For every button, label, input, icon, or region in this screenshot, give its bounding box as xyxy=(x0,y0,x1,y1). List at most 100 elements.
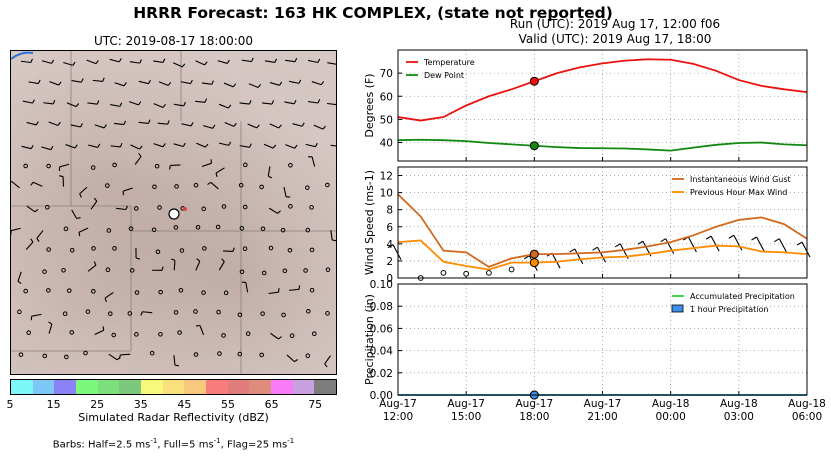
x-tick-day-label: Aug-18 xyxy=(720,398,758,410)
calm-wind-marker xyxy=(173,225,179,230)
barb-shaft xyxy=(20,60,31,64)
barb-flag xyxy=(58,81,62,86)
barb-shaft xyxy=(31,313,42,317)
calm-wind-marker xyxy=(195,224,201,230)
map-wind-barb xyxy=(151,266,164,271)
map-wind-barb xyxy=(71,78,84,83)
barb-shaft xyxy=(327,62,336,65)
barb-flag xyxy=(93,261,97,266)
map-wind-barb xyxy=(94,124,107,129)
barb-shaft xyxy=(195,60,205,66)
map-wind-barb xyxy=(140,311,153,316)
fire-location-marker xyxy=(168,208,180,220)
barb-flag xyxy=(118,354,121,359)
barb-flag xyxy=(123,120,127,125)
calm-wind-marker xyxy=(242,204,248,210)
calm-wind-marker xyxy=(111,332,117,338)
map-wind-barb xyxy=(65,144,78,149)
barb-flag xyxy=(294,144,298,149)
barb-flag xyxy=(170,258,176,261)
barb-flag xyxy=(135,257,141,260)
map-wind-barb xyxy=(41,145,54,151)
map-wind-barb xyxy=(138,79,151,85)
calm-wind-marker xyxy=(261,270,267,276)
barb-flag xyxy=(227,104,232,109)
barbs-legend-note: Barbs: Half=2.5 ms-1, Full=5 ms-1, Flag=… xyxy=(52,437,295,451)
legend-label: Instantaneous Wind Gust xyxy=(690,175,791,184)
calm-wind-marker xyxy=(309,247,315,253)
barb-shaft xyxy=(173,355,176,366)
barb-shaft xyxy=(142,311,153,314)
map-wind-barb xyxy=(195,258,201,271)
barb-flag xyxy=(174,364,179,367)
barb-shaft xyxy=(223,82,234,88)
map-wind-barb xyxy=(168,164,181,170)
barb-flag xyxy=(181,63,186,68)
barb-shaft xyxy=(285,59,296,63)
barb-flag xyxy=(162,103,166,108)
barb-flag xyxy=(190,122,194,127)
timeseries-wind-barb xyxy=(574,248,584,265)
barb-shaft xyxy=(59,163,70,168)
barb-flag xyxy=(139,145,143,150)
y-tick-label: 8 xyxy=(386,205,393,217)
map-wind-barb xyxy=(203,124,216,129)
map-wind-barb xyxy=(11,181,20,189)
map-wind-barb xyxy=(215,167,225,178)
colorbar-swatch xyxy=(76,380,98,394)
map-wind-barb xyxy=(135,248,141,260)
map-wind-barb xyxy=(87,100,100,105)
barb-shaft xyxy=(36,230,44,239)
x-tick-day-label: Aug-17 xyxy=(379,398,417,410)
barb-flag xyxy=(182,142,186,147)
calm-wind-marker xyxy=(201,290,206,295)
map-wind-barb xyxy=(330,144,336,147)
map-wind-barb xyxy=(21,144,34,150)
barb-flag xyxy=(232,83,237,88)
map-wind-barb xyxy=(307,58,321,64)
barb-flag xyxy=(162,58,166,63)
legend-label: Dew Point xyxy=(424,71,464,80)
calm-wind-marker xyxy=(309,287,315,293)
y-tick-label: 70 xyxy=(380,68,393,80)
barb-shaft xyxy=(269,123,280,129)
map-wind-barb xyxy=(138,119,151,124)
colorbar-swatch xyxy=(97,380,120,394)
map-wind-barb xyxy=(268,207,281,214)
y-tick-label: 0.00 xyxy=(370,390,393,402)
barb-flag xyxy=(96,100,100,105)
barb-flag xyxy=(294,359,299,363)
map-wind-barb xyxy=(70,123,83,128)
map-wind-barb xyxy=(49,81,62,86)
barb-flag xyxy=(37,79,41,84)
barb-flag xyxy=(103,124,107,129)
y-axis-label: Wind Speed (ms-1) xyxy=(363,170,376,275)
timeseries-wind-barb xyxy=(687,236,697,253)
calm-wind-marker xyxy=(155,249,161,255)
wind-barb-map xyxy=(11,51,336,374)
map-wind-barb xyxy=(78,227,89,237)
calm-wind-marker xyxy=(17,309,22,315)
colorbar-tick-label: 5 xyxy=(6,398,14,411)
calm-wind-marker xyxy=(91,289,96,294)
colorbar-swatch xyxy=(11,380,33,394)
calm-wind-marker xyxy=(134,332,139,337)
map-wind-barb xyxy=(58,163,70,171)
map-wind-barb xyxy=(153,103,166,108)
barb-flag xyxy=(257,83,262,88)
barb-flag xyxy=(251,57,254,62)
barb-shaft xyxy=(308,101,319,104)
timeseries-barb-tick xyxy=(728,234,735,239)
barb-flag xyxy=(162,143,166,148)
map-wind-barb xyxy=(158,81,172,86)
barb-flag xyxy=(59,175,64,178)
map-wind-barb xyxy=(157,120,170,125)
calm-wind-marker xyxy=(179,248,185,253)
calm-wind-marker xyxy=(259,184,264,190)
barb-flag xyxy=(204,61,208,66)
barb-shaft xyxy=(247,123,258,129)
map-wind-barb xyxy=(172,62,186,68)
barb-flag xyxy=(17,280,22,284)
map-wind-barb xyxy=(110,102,123,107)
x-tick-time-label: 12:00 xyxy=(383,411,413,423)
